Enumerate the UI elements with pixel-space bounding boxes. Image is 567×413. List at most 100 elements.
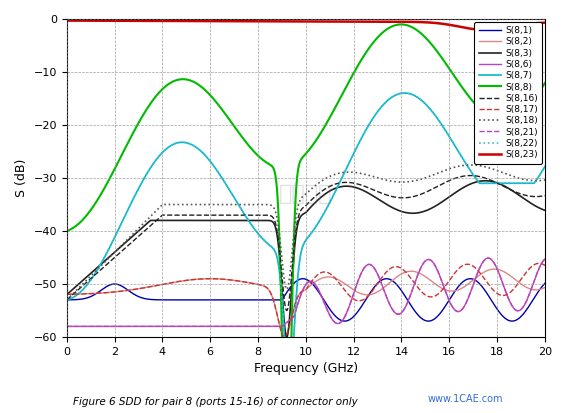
S(8,1) bbox=[532, 293, 539, 298]
S(8,18) bbox=[118, 243, 125, 248]
S(8,16) bbox=[247, 213, 253, 218]
S(8,21) bbox=[481, 258, 488, 263]
S(8,21) bbox=[247, 324, 253, 329]
S(8,3) bbox=[481, 178, 488, 183]
S(8,22) bbox=[481, 181, 488, 186]
S(8,7) bbox=[146, 166, 153, 171]
S(8,7) bbox=[282, 345, 289, 350]
S(8,6) bbox=[146, 324, 153, 329]
S(8,7) bbox=[118, 221, 125, 226]
S(8,3) bbox=[541, 208, 548, 213]
S(8,23) bbox=[118, 18, 125, 23]
S(8,18) bbox=[146, 215, 153, 220]
Line: S(8,1): S(8,1) bbox=[67, 279, 545, 321]
S(8,6) bbox=[268, 324, 274, 329]
S(8,8) bbox=[64, 228, 70, 233]
S(8,3) bbox=[64, 292, 70, 297]
S(8,1) bbox=[64, 297, 70, 302]
S(8,16) bbox=[284, 308, 290, 313]
S(8,16) bbox=[532, 194, 539, 199]
S(8,3) bbox=[146, 218, 153, 223]
S(8,21) bbox=[268, 324, 274, 329]
S(8,18) bbox=[268, 203, 274, 208]
S(8,6) bbox=[541, 256, 548, 261]
S(8,8) bbox=[397, 22, 404, 27]
S(8,6) bbox=[118, 324, 125, 329]
S(8,1) bbox=[481, 287, 488, 292]
X-axis label: Frequency (GHz): Frequency (GHz) bbox=[254, 362, 358, 375]
S(8,21) bbox=[146, 324, 153, 329]
S(8,2) bbox=[64, 292, 70, 297]
S(8,22) bbox=[268, 244, 274, 249]
S(8,17) bbox=[532, 261, 539, 266]
S(8,17) bbox=[247, 280, 253, 285]
S(8,22) bbox=[118, 221, 125, 226]
S(8,8) bbox=[279, 345, 286, 350]
S(8,2) bbox=[281, 335, 288, 339]
S(8,2) bbox=[481, 270, 488, 275]
S(8,8) bbox=[247, 145, 253, 150]
S(8,16) bbox=[481, 176, 488, 180]
S(8,23) bbox=[481, 27, 488, 32]
S(8,21) bbox=[532, 274, 539, 279]
S(8,17) bbox=[281, 335, 288, 339]
S(8,7) bbox=[532, 178, 539, 183]
S(8,18) bbox=[467, 162, 474, 167]
S(8,3) bbox=[532, 204, 539, 209]
S(8,22) bbox=[401, 90, 408, 95]
S(8,3) bbox=[247, 218, 253, 223]
S(8,8) bbox=[481, 111, 488, 116]
S(8,18) bbox=[247, 202, 253, 207]
Text: www.1CAE.com: www.1CAE.com bbox=[427, 394, 503, 404]
S(8,23) bbox=[541, 20, 548, 25]
S(8,2) bbox=[247, 280, 253, 285]
S(8,17) bbox=[541, 263, 548, 268]
S(8,21) bbox=[541, 256, 548, 261]
S(8,23) bbox=[64, 18, 70, 23]
S(8,1) bbox=[146, 297, 153, 302]
Y-axis label: S (dB): S (dB) bbox=[15, 159, 28, 197]
S(8,21) bbox=[64, 324, 70, 329]
S(8,17) bbox=[118, 289, 125, 294]
S(8,22) bbox=[64, 297, 70, 302]
S(8,8) bbox=[541, 81, 548, 85]
Line: S(8,18): S(8,18) bbox=[67, 165, 545, 300]
S(8,6) bbox=[247, 324, 253, 329]
S(8,3) bbox=[482, 178, 489, 183]
S(8,23) bbox=[482, 27, 489, 32]
Line: S(8,3): S(8,3) bbox=[67, 181, 545, 337]
S(8,7) bbox=[541, 164, 548, 169]
S(8,2) bbox=[146, 284, 153, 289]
S(8,8) bbox=[268, 163, 274, 168]
S(8,1) bbox=[425, 318, 432, 323]
S(8,6) bbox=[532, 274, 539, 279]
S(8,17) bbox=[64, 292, 70, 297]
S(8,7) bbox=[481, 181, 488, 186]
S(8,17) bbox=[146, 284, 153, 289]
Line: S(8,2): S(8,2) bbox=[67, 269, 545, 337]
S(8,22) bbox=[247, 221, 253, 225]
S(8,23) bbox=[268, 19, 274, 24]
S(8,7) bbox=[64, 297, 70, 302]
Line: S(8,21): S(8,21) bbox=[67, 258, 545, 326]
S(8,18) bbox=[532, 178, 539, 183]
S(8,16) bbox=[64, 297, 70, 302]
S(8,22) bbox=[541, 164, 548, 169]
S(8,16) bbox=[146, 224, 153, 229]
S(8,3) bbox=[284, 335, 290, 339]
Line: S(8,7): S(8,7) bbox=[67, 93, 545, 348]
S(8,16) bbox=[467, 173, 474, 178]
Line: S(8,8): S(8,8) bbox=[67, 24, 545, 348]
S(8,17) bbox=[536, 261, 543, 266]
Line: S(8,16): S(8,16) bbox=[67, 176, 545, 311]
S(8,8) bbox=[532, 94, 539, 99]
S(8,3) bbox=[268, 218, 274, 223]
S(8,16) bbox=[268, 214, 274, 218]
S(8,2) bbox=[268, 291, 274, 296]
S(8,1) bbox=[268, 297, 274, 302]
S(8,1) bbox=[299, 276, 306, 281]
S(8,1) bbox=[118, 283, 125, 288]
S(8,18) bbox=[64, 297, 70, 302]
Line: S(8,17): S(8,17) bbox=[67, 263, 545, 337]
Line: S(8,23): S(8,23) bbox=[67, 21, 545, 30]
